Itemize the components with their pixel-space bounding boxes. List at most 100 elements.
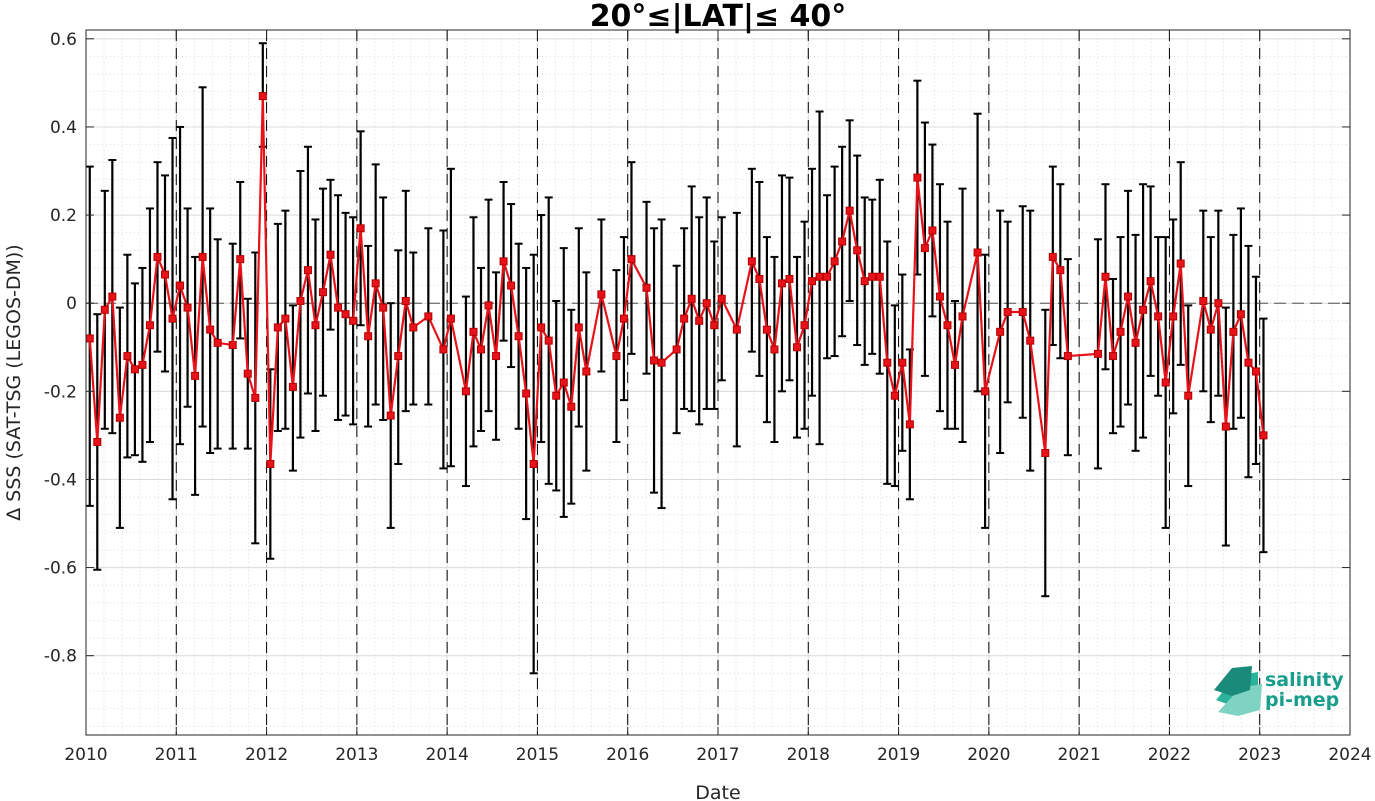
x-axis-label: Date: [695, 782, 740, 801]
data-point: [702, 299, 711, 308]
data-point: [770, 345, 779, 354]
data-point: [243, 369, 252, 378]
data-point: [1048, 252, 1057, 261]
x-tick-label: 2015: [516, 745, 559, 765]
data-point: [311, 321, 320, 330]
data-point: [288, 382, 297, 391]
data-point: [687, 294, 696, 303]
data-point: [484, 301, 493, 310]
data-point: [176, 281, 185, 290]
data-point: [130, 365, 139, 374]
data-point: [1026, 336, 1035, 345]
data-point: [228, 341, 237, 350]
data-point: [296, 296, 305, 305]
data-point: [1101, 272, 1110, 281]
data-point: [981, 387, 990, 396]
data-point: [213, 338, 222, 347]
data-point: [544, 336, 553, 345]
data-point: [1221, 422, 1230, 431]
data-point: [492, 352, 501, 361]
data-point: [258, 92, 267, 101]
data-point: [823, 272, 832, 281]
data-point: [905, 420, 914, 429]
x-tick-label: 2013: [335, 745, 378, 765]
data-point: [499, 257, 508, 266]
data-point: [206, 325, 215, 334]
y-tick-label: 0.2: [50, 206, 77, 226]
data-point: [1206, 325, 1215, 334]
data-point: [1109, 352, 1117, 361]
data-point: [371, 279, 380, 288]
y-tick-label: 0.4: [50, 118, 77, 138]
y-tick-label: -0.6: [44, 559, 77, 579]
data-point: [364, 332, 373, 341]
data-point: [762, 325, 771, 334]
data-point: [341, 310, 350, 319]
data-point: [755, 274, 764, 283]
data-point: [108, 292, 117, 301]
data-point: [334, 303, 343, 312]
data-point: [356, 224, 365, 233]
data-point: [1229, 327, 1238, 336]
data-point: [710, 321, 719, 330]
y-tick-label: -0.8: [44, 647, 77, 667]
data-point: [860, 277, 869, 286]
data-point: [574, 323, 583, 332]
series-markers: [85, 92, 1268, 469]
data-point: [236, 255, 245, 264]
data-point: [627, 255, 636, 264]
data-point: [890, 391, 899, 400]
data-point: [394, 352, 403, 361]
data-point: [349, 316, 358, 325]
data-point: [386, 411, 395, 420]
data-point: [319, 288, 327, 297]
data-point: [838, 237, 847, 246]
data-point: [680, 314, 689, 323]
data-point: [1176, 259, 1185, 268]
data-point: [153, 252, 162, 261]
data-point: [409, 323, 418, 332]
data-point: [868, 272, 877, 281]
data-point: [552, 391, 561, 400]
x-tick-label: 2021: [1058, 745, 1101, 765]
logo-text-pi-mep: pi-mep: [1265, 689, 1339, 711]
data-point: [537, 323, 546, 332]
data-point: [123, 352, 132, 361]
data-point: [1169, 312, 1178, 321]
chart-title: 20°≤|LAT|≤ 40°: [590, 0, 847, 34]
data-point: [619, 314, 628, 323]
data-point: [943, 321, 952, 330]
data-point: [100, 305, 109, 314]
data-point: [1003, 308, 1012, 316]
data-point: [1131, 338, 1140, 347]
data-point: [266, 460, 275, 469]
data-point: [793, 343, 801, 352]
data-point: [522, 389, 531, 398]
y-tick-label: -0.4: [44, 470, 77, 490]
data-point: [958, 312, 967, 321]
data-point: [1199, 296, 1208, 305]
data-point: [281, 314, 290, 323]
data-point: [1154, 312, 1163, 321]
data-point: [951, 360, 959, 369]
data-point: [273, 323, 282, 332]
data-point: [439, 345, 448, 354]
data-point: [695, 316, 704, 325]
data-point: [973, 248, 982, 257]
data-point: [1018, 308, 1027, 316]
data-point: [657, 358, 666, 367]
data-point: [785, 274, 794, 283]
data-point: [1214, 299, 1223, 308]
data-point: [138, 360, 147, 369]
data-point: [612, 352, 621, 361]
salinity-pi-mep-logo: salinity pi-mep: [1214, 666, 1344, 716]
data-point: [1161, 378, 1170, 387]
data-point: [747, 257, 756, 266]
data-point: [1146, 277, 1155, 286]
data-point: [777, 279, 786, 288]
data-point: [642, 283, 651, 292]
data-point: [830, 257, 839, 266]
data-point: [461, 387, 470, 396]
